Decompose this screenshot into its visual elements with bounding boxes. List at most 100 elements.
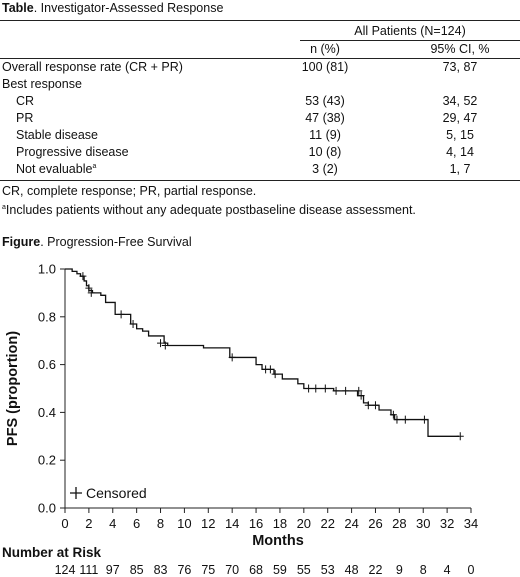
legend-censored-label: Censored — [86, 485, 147, 501]
table-footnote-abbrev: CR, complete response; PR, partial respo… — [2, 184, 257, 198]
table-top-rule — [0, 20, 520, 21]
number-at-risk-value: 22 — [368, 563, 383, 577]
x-tick-label: 18 — [273, 516, 287, 531]
number-at-risk-value: 97 — [105, 563, 120, 577]
censor-mark — [271, 370, 279, 379]
number-at-risk-value: 0 — [467, 563, 475, 577]
number-at-risk-value: 68 — [249, 563, 263, 577]
y-tick-label: 0.6 — [38, 357, 56, 372]
censor-mark — [420, 415, 428, 424]
censor-mark — [117, 310, 125, 319]
row-ne-label: Not evaluablea — [16, 162, 96, 177]
pfs-curve — [65, 268, 460, 437]
censor-mark — [87, 288, 95, 297]
x-axis-label: Months — [252, 533, 304, 545]
censor-mark — [342, 386, 350, 395]
censor-mark — [312, 384, 320, 393]
row-cr-ci: 34, 52 — [442, 94, 478, 108]
number-at-risk-value: 59 — [272, 563, 287, 577]
x-tick-label: 22 — [320, 516, 334, 531]
x-tick-label: 4 — [109, 516, 116, 531]
censor-mark — [85, 284, 93, 293]
row-sd-label: Stable disease — [16, 128, 99, 142]
row-pd-n: 10 (8) — [308, 145, 342, 159]
footnote-a-mark: a — [2, 204, 6, 211]
censor-mark — [393, 415, 401, 424]
row-ne-text: Not evaluable — [16, 162, 93, 176]
header-bottom-rule — [0, 58, 520, 59]
x-tick-label: 12 — [201, 516, 215, 531]
censor-mark — [266, 365, 274, 374]
x-tick-label: 2 — [85, 516, 92, 531]
number-at-risk-value: 9 — [395, 563, 403, 577]
censor-mark — [456, 432, 464, 441]
censor-mark — [157, 339, 165, 348]
figure-caption-label: Figure — [2, 235, 41, 249]
footnote-a-text: Includes patients without any adequate p… — [5, 203, 416, 217]
number-at-risk-value: 75 — [201, 563, 216, 577]
y-tick-label: 0.0 — [38, 501, 56, 516]
x-tick-label: 30 — [416, 516, 430, 531]
y-tick-label: 0.2 — [38, 453, 56, 468]
number-at-risk-value: 55 — [296, 563, 311, 577]
censor-mark — [129, 319, 137, 328]
table-caption: Table. Investigator-Assessed Response — [2, 1, 223, 15]
table-bottom-rule — [0, 180, 520, 181]
row-pd-ci: 4, 14 — [446, 145, 474, 159]
row-cr-n: 53 (43) — [305, 94, 345, 108]
number-at-risk-value: 70 — [225, 563, 240, 577]
x-tick-label: 14 — [225, 516, 239, 531]
row-orr-ci: 73, 87 — [442, 60, 478, 74]
censor-mark — [161, 341, 169, 350]
x-tick-label: 16 — [249, 516, 263, 531]
col-ci-header: 95% CI, % — [430, 42, 490, 56]
x-tick-label: 28 — [392, 516, 406, 531]
row-sd-n: 11 (9) — [309, 128, 341, 142]
row-ne-ci: 1, 7 — [449, 162, 471, 176]
x-tick-label: 20 — [297, 516, 311, 531]
row-orr-label: Overall response rate (CR + PR) — [2, 60, 183, 74]
number-at-risk-value: 4 — [443, 563, 451, 577]
number-at-risk-value: 83 — [153, 563, 168, 577]
censor-mark — [332, 386, 340, 395]
y-tick-label: 0.8 — [38, 309, 56, 324]
x-tick-label: 10 — [177, 516, 191, 531]
legend-censored-marker — [70, 487, 82, 499]
censor-mark — [357, 391, 365, 400]
row-orr-n: 100 (81) — [301, 60, 349, 74]
censor-mark — [79, 272, 87, 281]
censor-mark — [305, 384, 313, 393]
number-at-risk-value: 85 — [129, 563, 144, 577]
number-at-risk-title: Number at Risk — [2, 545, 102, 560]
censor-mark — [228, 353, 236, 362]
censor-mark — [389, 410, 397, 419]
row-ne-footnote-mark: a — [92, 163, 97, 170]
x-tick-label: 32 — [440, 516, 454, 531]
number-at-risk-value: 124 — [54, 563, 76, 577]
group-header-rule — [300, 40, 520, 41]
pfs-chart: 0.00.20.40.60.81.00 2 4 6 8 10 12 14 16 18 20 22 24 2… — [5, 262, 478, 546]
row-pr-n: 47 (38) — [305, 111, 345, 125]
row-pd-label: Progressive disease — [16, 145, 129, 159]
number-at-risk-value: 48 — [344, 563, 359, 577]
censor-mark — [364, 401, 372, 410]
number-at-risk-value: 76 — [177, 563, 192, 577]
row-pr-ci: 29, 47 — [442, 111, 478, 125]
number-at-risk-value: 53 — [320, 563, 335, 577]
y-axis-label: PFS (proportion) — [5, 331, 21, 446]
row-best-response-label: Best response — [2, 77, 82, 91]
censor-mark — [321, 384, 329, 393]
all-patients-header: All Patients (N=124) — [354, 24, 466, 38]
censor-mark — [401, 415, 409, 424]
number-at-risk-value: 111 — [79, 563, 99, 577]
y-tick-label: 0.4 — [38, 405, 56, 420]
col-n-header: n (%) — [310, 42, 340, 56]
figure-caption-title: . Progression-Free Survival — [40, 235, 192, 249]
row-cr-label: CR — [16, 94, 35, 108]
x-tick-label: 8 — [157, 516, 164, 531]
table-footnote-a: aIncludes patients without any adequate … — [2, 203, 416, 217]
number-at-risk-value: 8 — [419, 563, 427, 577]
figure-caption: Figure. Progression-Free Survival — [2, 235, 192, 249]
y-tick-label: 1.0 — [38, 262, 56, 277]
x-tick-label: 24 — [344, 516, 358, 531]
